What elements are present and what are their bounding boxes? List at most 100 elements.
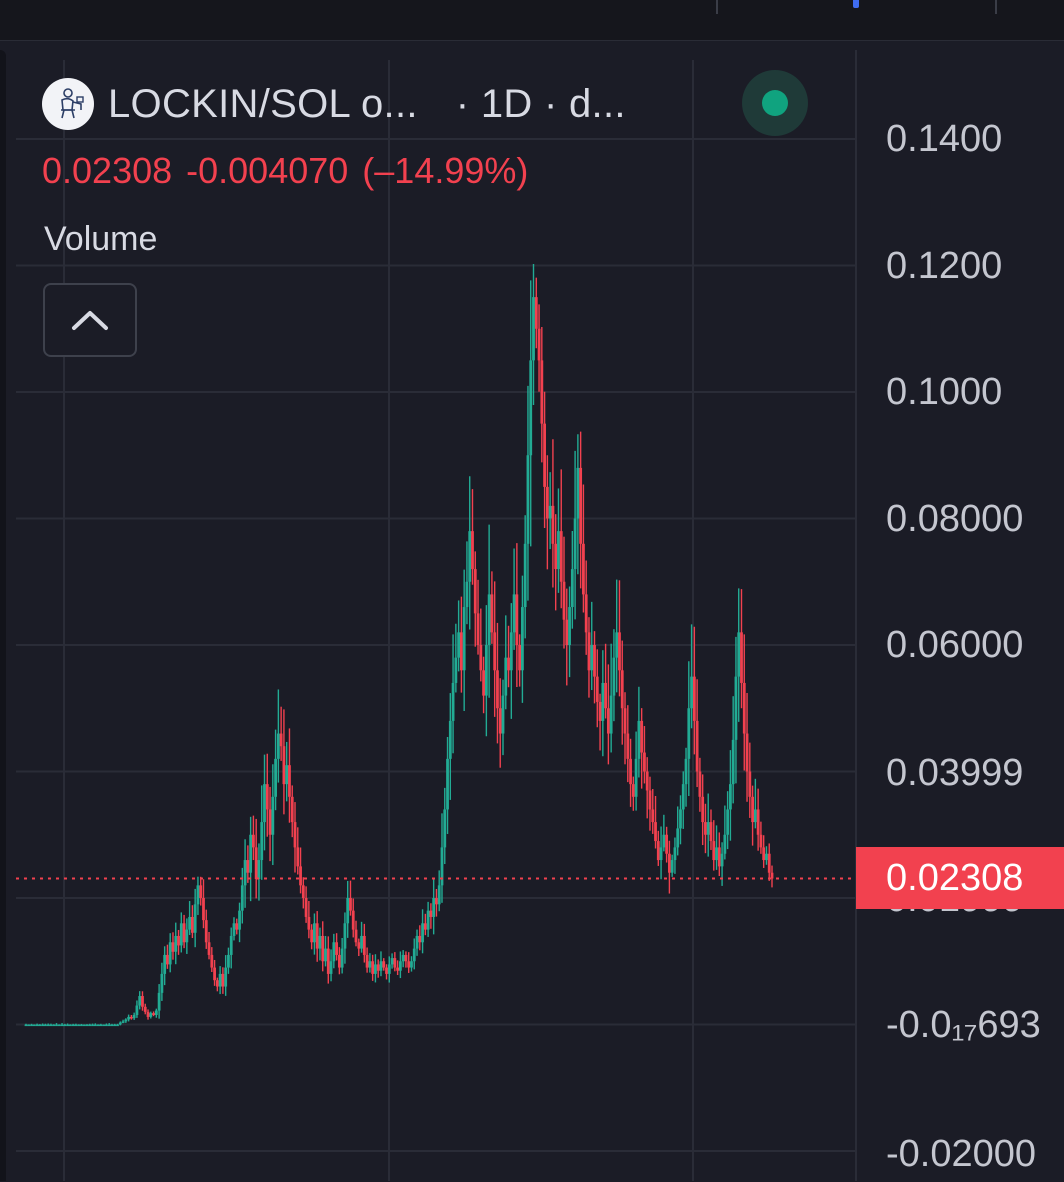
candle-body [362, 935, 366, 955]
pair-title[interactable]: LOCKIN/SOL o... · 1D · d... [108, 82, 626, 127]
candle-body [545, 486, 549, 519]
volume-indicator-label[interactable]: Volume [44, 220, 158, 258]
price-change-percent: (–14.99%) [362, 150, 529, 191]
candle-body [670, 860, 674, 873]
candle-body [654, 822, 657, 842]
candle-body [451, 682, 455, 721]
candle-body [177, 935, 180, 946]
price-axis-label: 0.06000 [886, 624, 1024, 666]
candle-body [412, 948, 416, 962]
candle-body [318, 935, 322, 949]
candle-body [651, 809, 655, 823]
candle-body [227, 954, 230, 968]
person-at-desk-logo-icon[interactable] [42, 78, 94, 130]
candle-body [529, 360, 533, 456]
candle-body [482, 670, 485, 696]
candle-body [68, 1024, 72, 1027]
price-axis-label: 0.03999 [886, 752, 1024, 794]
candle-body [454, 657, 458, 683]
candle-body [279, 733, 283, 747]
candle-body [418, 935, 422, 943]
price-axis-label: -0.0₁₇693 [886, 1004, 1041, 1046]
candle-body [296, 847, 300, 867]
candle-body [731, 739, 735, 785]
candle-body [490, 594, 494, 633]
candle-body [421, 923, 424, 943]
price-axis-label: 0.1200 [886, 245, 1003, 287]
candle-body [465, 581, 469, 608]
candle-body [584, 594, 588, 633]
candle-body [93, 1024, 97, 1027]
candle-body [138, 996, 142, 1006]
candle-body [570, 569, 574, 608]
candle-body [113, 1024, 117, 1027]
candle-body [737, 632, 741, 677]
candle-body [704, 822, 707, 835]
candle-body [765, 853, 768, 861]
candle-body [32, 1024, 36, 1027]
chart-legend: LOCKIN/SOL o... · 1D · d... [42, 78, 626, 130]
candle-body [149, 1013, 153, 1017]
candle-body [52, 1024, 56, 1027]
candle-body [459, 632, 463, 671]
candle-body [609, 695, 613, 734]
candle-body [299, 866, 302, 886]
candle-body [77, 1024, 81, 1027]
candle-body [690, 676, 693, 709]
candle-body [753, 809, 757, 823]
candle-body [232, 923, 236, 936]
chart-panel[interactable] [0, 40, 1064, 1182]
candle-body [662, 834, 666, 848]
candle-body [91, 1024, 94, 1027]
candle-body [107, 1024, 111, 1027]
candle-body [49, 1024, 53, 1027]
candle-body [387, 964, 391, 974]
candle-body [415, 935, 419, 949]
candle-body [35, 1024, 39, 1027]
candle-body [240, 885, 244, 911]
candle-body [526, 455, 530, 544]
candle-body [701, 796, 705, 823]
candle-body [723, 834, 727, 854]
candle-body [645, 771, 649, 791]
candle-body [523, 543, 527, 608]
candle-body [692, 676, 696, 721]
candle-body [129, 1016, 133, 1019]
candle-body [626, 733, 630, 759]
candle-body [770, 872, 774, 879]
candle-body [24, 1024, 28, 1027]
price-change-value: -0.004070 [186, 150, 349, 191]
candle-body [618, 632, 621, 671]
candle-body [487, 594, 491, 645]
candle-body [146, 1011, 150, 1017]
candle-body [154, 1010, 158, 1016]
candle-body [166, 954, 169, 965]
candle-body [606, 708, 610, 734]
candle-body [265, 784, 269, 810]
candle-body [629, 758, 632, 785]
candle-body [57, 1024, 61, 1027]
candle-body [132, 1015, 136, 1019]
candle-body [565, 619, 569, 645]
candle-body [174, 935, 178, 952]
toolbar-indicator-icon [853, 0, 859, 8]
candle-body [143, 1006, 147, 1012]
collapse-indicators-button[interactable] [43, 283, 137, 357]
candle-body [665, 834, 669, 854]
candle-body [102, 1024, 106, 1027]
candle-body [498, 708, 502, 734]
candle-body [238, 910, 241, 930]
candle-body [224, 967, 228, 987]
candle-body [329, 961, 333, 974]
market-status-indicator[interactable] [742, 70, 808, 136]
candle-body [551, 505, 555, 544]
candle-body [105, 1024, 108, 1027]
candle-body [534, 297, 538, 329]
candle-body [709, 822, 713, 842]
candle-body [515, 594, 519, 645]
candle-body [537, 328, 541, 361]
candle-body [41, 1024, 45, 1027]
candle-body [360, 935, 363, 949]
candle-body [440, 847, 444, 886]
